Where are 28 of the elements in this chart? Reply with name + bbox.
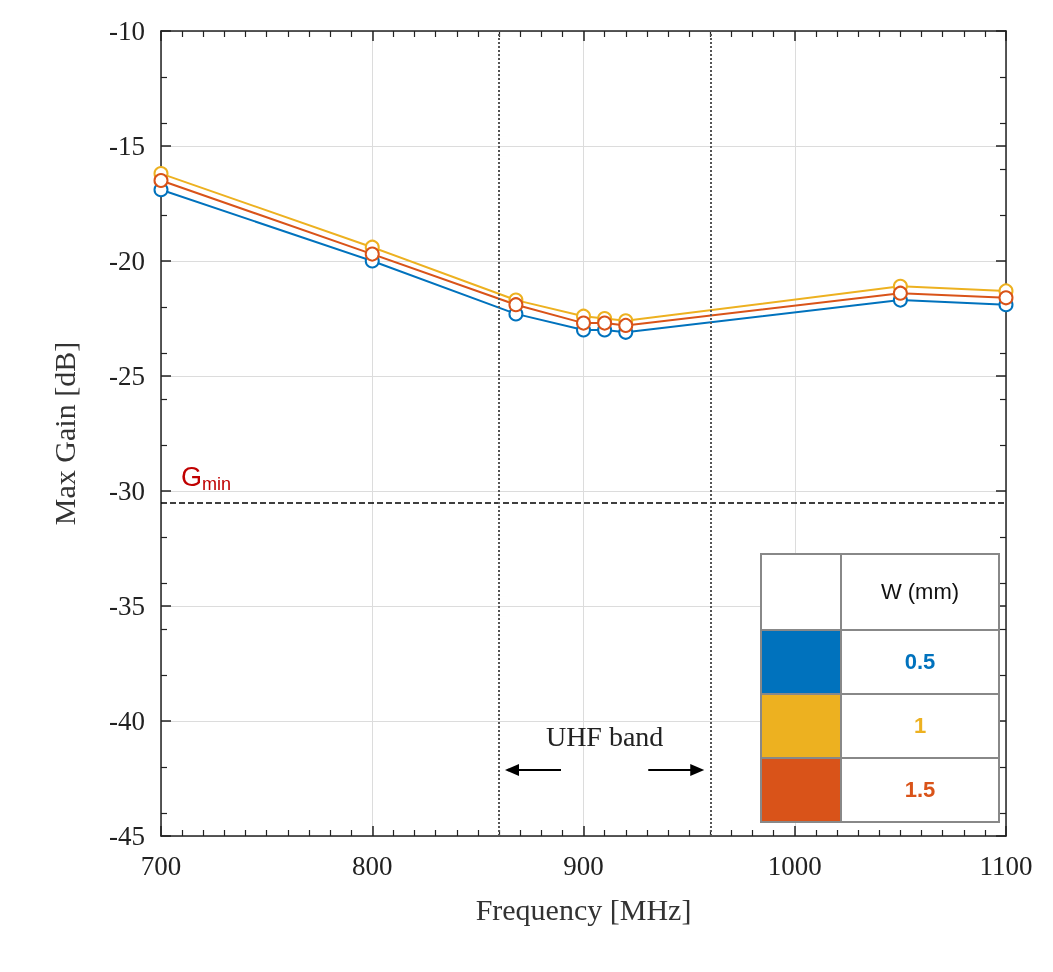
x-axis-title: Frequency [MHz] xyxy=(475,892,692,926)
y-axis-title: Max Gain [dB] xyxy=(47,341,81,526)
point xyxy=(998,290,1014,306)
x-tick-label: 800 xyxy=(352,850,393,881)
y-tick-label: -45 xyxy=(109,821,145,851)
point xyxy=(364,246,380,262)
point xyxy=(576,315,591,331)
x-tick-label: 900 xyxy=(563,850,604,881)
y-tick-label: -15 xyxy=(109,131,145,161)
point xyxy=(892,285,908,301)
y-tick-label: -10 xyxy=(109,16,145,46)
point xyxy=(153,173,169,188)
y-tick-label: -25 xyxy=(109,361,145,391)
y-tick-label: -40 xyxy=(109,706,145,736)
text: 1 xyxy=(913,713,927,738)
point xyxy=(508,297,524,313)
y-tick-label: -35 xyxy=(109,591,145,621)
x-tick-label: 700 xyxy=(140,850,182,881)
legend-title: W (mm) xyxy=(841,554,999,630)
point xyxy=(618,317,634,333)
annotation: UHF band xyxy=(545,720,664,752)
y-tick-label: -20 xyxy=(109,246,145,276)
y-tick-label: -30 xyxy=(109,476,145,506)
text: 1.5 xyxy=(904,777,936,802)
text: 0.5 xyxy=(904,649,936,674)
x-tick-label: 1000 xyxy=(767,850,822,881)
x-tick-label: 1100 xyxy=(979,850,1033,881)
point xyxy=(597,315,613,331)
